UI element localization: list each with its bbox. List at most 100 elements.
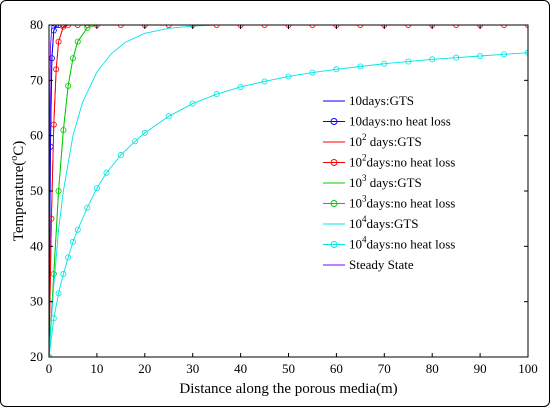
data-point-10-4days-no-heat-loss	[213, 91, 220, 98]
y-axis-label: Temperature(oC)	[9, 141, 27, 242]
data-point-10-2days-no-heat-loss	[74, 25, 81, 28]
x-axis-label: Distance along the porous media(m)	[179, 381, 397, 397]
axes-layer: 0 10 20 30 40 50 60 70 80 90 100 20 30 40 50 60 70 80	[30, 17, 538, 376]
data-point-10-4days-no-heat-loss	[405, 58, 412, 65]
data-point-10-4days-no-heat-loss	[60, 270, 67, 277]
data-point-10-4days-no-heat-loss	[65, 254, 72, 261]
data-point-10-2days-no-heat-loss	[213, 25, 220, 28]
y-axis-label-text: C)	[11, 141, 27, 156]
data-point-10-2days-no-heat-loss	[501, 25, 508, 28]
plot-layer	[49, 25, 528, 357]
data-point-10-4days-no-heat-loss	[501, 51, 508, 58]
y-tick-label: 80	[30, 17, 43, 32]
data-point-10-2days-no-heat-loss	[65, 25, 72, 28]
data-point-10-4days-no-heat-loss	[74, 226, 81, 233]
series-line-10days-gts	[49, 25, 528, 357]
data-point-10-3days-no-heat-loss	[69, 55, 76, 62]
data-point-10-3days-no-heat-loss	[50, 270, 57, 277]
data-point-10-2days-no-heat-loss	[309, 25, 316, 28]
data-point-10-4days-no-heat-loss	[429, 56, 436, 63]
data-point-10-4days-no-heat-loss	[141, 129, 148, 136]
data-point-10days-no-heat-loss	[53, 25, 60, 28]
y-tick-label: 30	[30, 294, 43, 309]
data-point-10-4days-no-heat-loss	[189, 100, 196, 107]
data-point-10-4days-no-heat-loss	[309, 69, 316, 76]
data-point-10-4days-no-heat-loss	[93, 185, 100, 192]
legend-label: 103days:no heat loss	[349, 194, 455, 211]
data-point-10-2days-no-heat-loss	[357, 25, 364, 28]
x-tick-label: 80	[426, 361, 439, 376]
legend-label: 103 days:GTS	[349, 173, 422, 190]
series-line-10-3days-no-heat-loss	[49, 27, 88, 357]
data-point-10-4days-no-heat-loss	[333, 66, 340, 73]
legend-item-10-4days-gts: 104days:GTS	[323, 214, 419, 231]
data-point-10-4days-no-heat-loss	[69, 238, 76, 245]
data-point-10-3days-no-heat-loss	[60, 127, 67, 134]
legend-label: 102 days:GTS	[349, 132, 422, 149]
x-tick-label: 100	[518, 361, 538, 376]
y-tick-label: 60	[30, 128, 43, 143]
legend-item-10-3-days-gts: 103 days:GTS	[323, 173, 422, 190]
y-tick-label: 20	[30, 349, 43, 364]
data-point-10-2days-no-heat-loss	[261, 25, 268, 28]
legend-label: 102days:no heat loss	[349, 153, 455, 170]
data-point-10-4days-no-heat-loss	[55, 290, 62, 297]
data-point-10-4days-no-heat-loss	[84, 204, 91, 211]
data-point-10-3days-no-heat-loss	[65, 82, 72, 89]
y-tick-label: 40	[30, 238, 43, 253]
data-point-10-2days-no-heat-loss	[53, 66, 60, 73]
series-line-10-3-days-gts	[49, 25, 528, 357]
data-point-10-4days-no-heat-loss	[525, 49, 528, 56]
legend-item-10-2days-no-heat-loss: 102days:no heat loss	[323, 153, 455, 170]
series-line-10-2-days-gts	[49, 25, 528, 357]
legend-item-10days-no-heat-loss: 10days:no heat loss	[323, 114, 451, 129]
x-tick-label: 40	[234, 361, 247, 376]
x-tick-label: 20	[138, 361, 151, 376]
data-point-10-4days-no-heat-loss	[165, 113, 172, 120]
legend-swatch-marker	[330, 241, 338, 248]
legend-item-10-3days-no-heat-loss: 103days:no heat loss	[323, 194, 455, 211]
data-point-10-4days-no-heat-loss	[103, 169, 110, 176]
data-point-10-4days-no-heat-loss	[381, 60, 388, 67]
legend-item-10days-gts: 10days:GTS	[323, 93, 414, 108]
data-point-10-4days-no-heat-loss	[237, 83, 244, 90]
data-point-10-4days-no-heat-loss	[477, 52, 484, 59]
data-point-10-4days-no-heat-loss	[117, 152, 124, 159]
x-tick-label: 0	[46, 361, 53, 376]
series-line-10-2days-no-heat-loss	[49, 25, 528, 357]
data-point-10-2days-no-heat-loss	[49, 215, 55, 222]
data-point-10-3days-no-heat-loss	[55, 187, 62, 194]
data-point-10-4days-no-heat-loss	[50, 315, 57, 322]
y-axis-label-text: Temperature(	[11, 161, 27, 242]
data-point-10-2days-no-heat-loss	[165, 25, 172, 28]
data-point-10-4days-no-heat-loss	[285, 73, 292, 80]
series-line-10-4days-gts	[49, 25, 528, 357]
legend-item-steady-state: Steady State	[323, 257, 414, 272]
series-line-10-4days-no-heat-loss	[49, 52, 528, 357]
data-point-10-4days-no-heat-loss	[132, 138, 139, 145]
data-point-10-4days-no-heat-loss	[453, 54, 460, 61]
x-tick-label: 30	[186, 361, 199, 376]
data-point-10-4days-no-heat-loss	[261, 78, 268, 85]
x-tick-label: 90	[474, 361, 487, 376]
y-tick-label: 70	[30, 72, 43, 87]
legend-swatch-marker	[330, 200, 338, 207]
legend-label: 10days:no heat loss	[349, 114, 451, 129]
data-point-10days-no-heat-loss	[55, 25, 62, 28]
data-point-10-2days-no-heat-loss	[453, 25, 460, 28]
legend-label: 104days:no heat loss	[349, 235, 455, 252]
x-tick-label: 50	[282, 361, 295, 376]
legend-item-10-2-days-gts: 102 days:GTS	[323, 132, 422, 149]
series-line-10days-no-heat-loss	[49, 25, 64, 357]
data-point-10-4days-no-heat-loss	[357, 63, 364, 70]
legend-label: Steady State	[349, 257, 414, 272]
data-point-10-2days-no-heat-loss	[117, 25, 124, 28]
legend-item-10-4days-no-heat-loss: 104days:no heat loss	[323, 235, 455, 252]
plot-box	[48, 24, 529, 358]
series-line-steady-state	[49, 25, 528, 357]
legend-swatch-marker	[330, 159, 338, 166]
x-tick-label: 70	[378, 361, 391, 376]
x-tick-label: 10	[90, 361, 103, 376]
data-point-10-3days-no-heat-loss	[74, 38, 81, 45]
